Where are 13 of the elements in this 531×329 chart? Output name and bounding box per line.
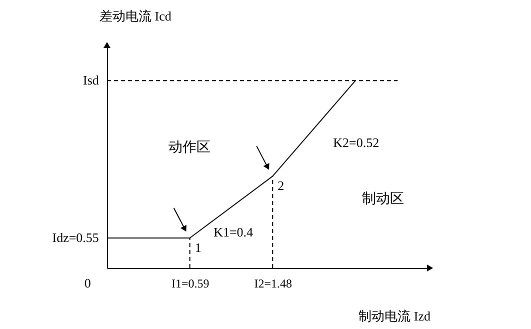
text: Idz=0.55 bbox=[52, 230, 99, 246]
y-axis-title: 差动电流 Icd bbox=[100, 8, 172, 24]
text: Isd bbox=[83, 72, 100, 88]
annotation: 2 bbox=[278, 178, 284, 194]
annotation: K1=0.4 bbox=[214, 224, 254, 240]
x-axis-title: 制动电流 Izd bbox=[358, 308, 431, 324]
annotation: 制动区 bbox=[362, 190, 404, 207]
annotation: 动作区 bbox=[168, 140, 210, 156]
annotation: K2=0.52 bbox=[333, 135, 380, 150]
annotation: 1 bbox=[194, 240, 202, 256]
x-tick-label: I2=1.48 bbox=[254, 276, 292, 290]
x-tick-label: I1=0.59 bbox=[171, 276, 210, 290]
text: 0 bbox=[84, 276, 91, 291]
